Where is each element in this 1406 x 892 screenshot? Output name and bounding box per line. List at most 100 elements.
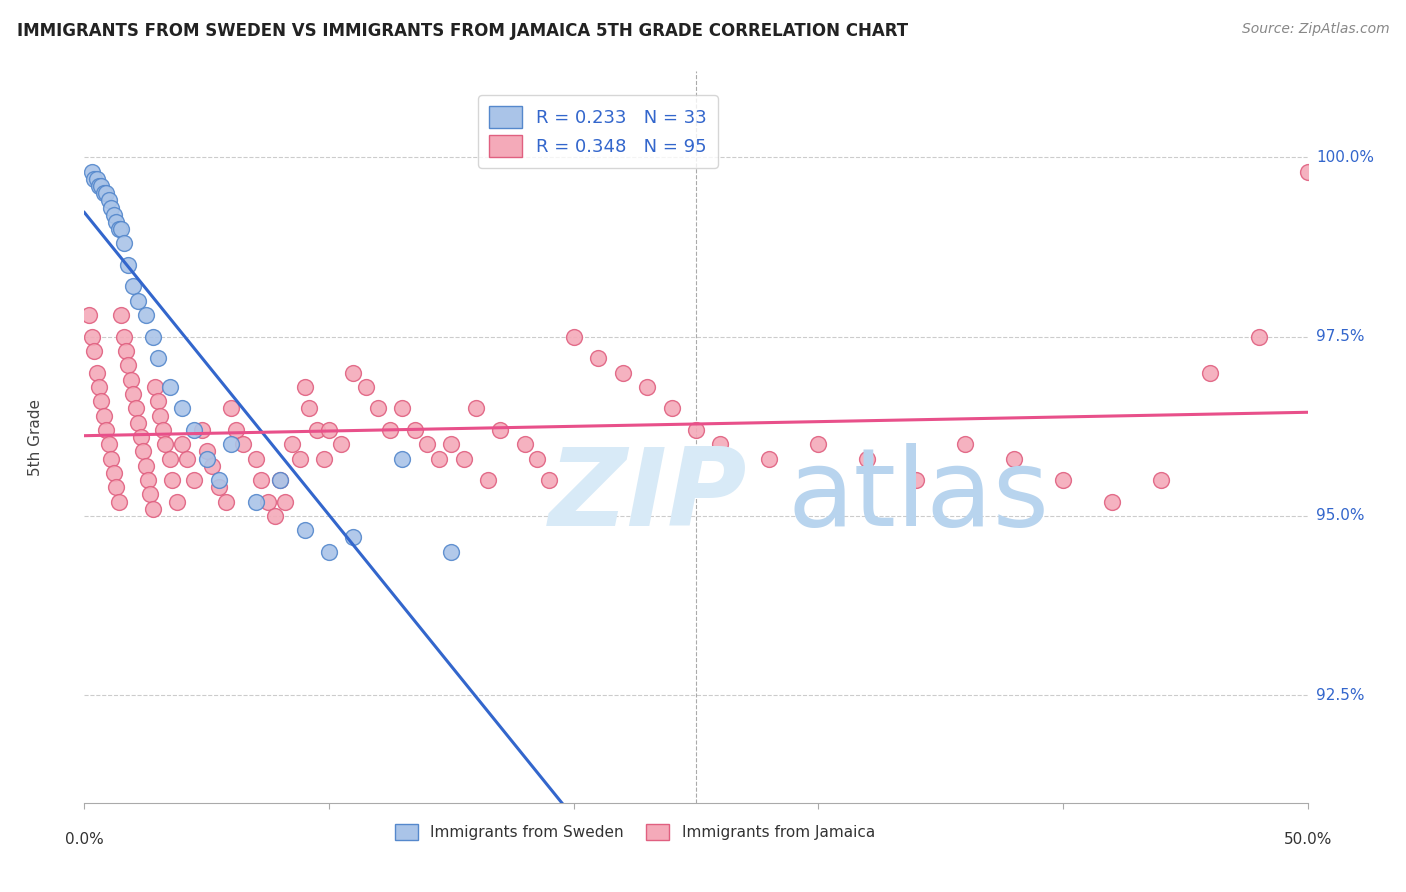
Point bbox=[1052, 473, 1074, 487]
Point bbox=[87, 380, 110, 394]
Point bbox=[245, 451, 267, 466]
Point bbox=[294, 380, 316, 394]
Point bbox=[97, 437, 120, 451]
Point bbox=[380, 423, 402, 437]
Point bbox=[305, 423, 328, 437]
Point bbox=[477, 473, 499, 487]
Point bbox=[172, 401, 194, 416]
Point bbox=[232, 437, 254, 451]
Point bbox=[110, 222, 132, 236]
Text: 97.5%: 97.5% bbox=[1316, 329, 1364, 344]
Point bbox=[225, 423, 247, 437]
Point bbox=[191, 423, 214, 437]
Point bbox=[139, 487, 162, 501]
Point bbox=[318, 545, 340, 559]
Point bbox=[77, 308, 100, 322]
Point bbox=[112, 329, 135, 343]
Point bbox=[87, 179, 110, 194]
Point bbox=[135, 308, 157, 322]
Point bbox=[215, 494, 238, 508]
Point bbox=[709, 437, 731, 451]
Text: atlas: atlas bbox=[787, 442, 1050, 549]
Point bbox=[562, 329, 585, 343]
Point bbox=[526, 451, 548, 466]
Text: 50.0%: 50.0% bbox=[1284, 832, 1331, 847]
Point bbox=[122, 279, 145, 293]
Point bbox=[159, 380, 181, 394]
Text: Source: ZipAtlas.com: Source: ZipAtlas.com bbox=[1241, 22, 1389, 37]
Point bbox=[1247, 329, 1270, 343]
Point bbox=[172, 437, 194, 451]
Point bbox=[105, 480, 128, 494]
Point bbox=[86, 366, 108, 380]
Point bbox=[249, 473, 271, 487]
Point bbox=[298, 401, 321, 416]
Point bbox=[758, 451, 780, 466]
Point bbox=[1296, 165, 1319, 179]
Point bbox=[208, 480, 231, 494]
Point bbox=[146, 394, 169, 409]
Point bbox=[152, 423, 174, 437]
Point bbox=[612, 366, 634, 380]
Point bbox=[176, 451, 198, 466]
Point bbox=[264, 508, 287, 523]
Point bbox=[269, 473, 291, 487]
Point bbox=[146, 351, 169, 366]
Point bbox=[513, 437, 536, 451]
Point bbox=[120, 373, 142, 387]
Point bbox=[489, 423, 512, 437]
Point bbox=[136, 473, 159, 487]
Point bbox=[96, 186, 118, 201]
Point bbox=[416, 437, 439, 451]
Point bbox=[100, 201, 122, 215]
Point bbox=[142, 501, 165, 516]
Point bbox=[1101, 494, 1123, 508]
Point bbox=[142, 329, 165, 343]
Point bbox=[200, 458, 222, 473]
Point bbox=[115, 344, 138, 359]
Point bbox=[117, 258, 139, 272]
Point bbox=[103, 466, 125, 480]
Point bbox=[153, 437, 176, 451]
Point bbox=[464, 401, 486, 416]
Point bbox=[330, 437, 353, 451]
Point bbox=[440, 437, 463, 451]
Text: 5th Grade: 5th Grade bbox=[28, 399, 44, 475]
Point bbox=[127, 416, 149, 430]
Point bbox=[661, 401, 683, 416]
Point bbox=[208, 473, 231, 487]
Point bbox=[1198, 366, 1220, 380]
Point bbox=[440, 545, 463, 559]
Point bbox=[342, 531, 364, 545]
Point bbox=[294, 524, 316, 538]
Text: 0.0%: 0.0% bbox=[65, 832, 104, 847]
Point bbox=[195, 451, 218, 466]
Point bbox=[107, 494, 129, 508]
Point bbox=[219, 437, 242, 451]
Point bbox=[159, 451, 181, 466]
Point bbox=[135, 458, 157, 473]
Point bbox=[93, 186, 115, 201]
Point bbox=[103, 208, 125, 222]
Point bbox=[112, 236, 135, 251]
Point bbox=[127, 293, 149, 308]
Point bbox=[122, 387, 145, 401]
Point bbox=[143, 380, 166, 394]
Point bbox=[100, 451, 122, 466]
Point bbox=[314, 451, 336, 466]
Point bbox=[1150, 473, 1173, 487]
Point bbox=[367, 401, 389, 416]
Point bbox=[80, 329, 103, 343]
Point bbox=[288, 451, 311, 466]
Point bbox=[427, 451, 450, 466]
Point bbox=[110, 308, 132, 322]
Point bbox=[245, 494, 267, 508]
Point bbox=[354, 380, 377, 394]
Point bbox=[281, 437, 304, 451]
Point bbox=[905, 473, 928, 487]
Point bbox=[195, 444, 218, 458]
Point bbox=[856, 451, 879, 466]
Point bbox=[80, 165, 103, 179]
Point bbox=[117, 359, 139, 373]
Point bbox=[86, 172, 108, 186]
